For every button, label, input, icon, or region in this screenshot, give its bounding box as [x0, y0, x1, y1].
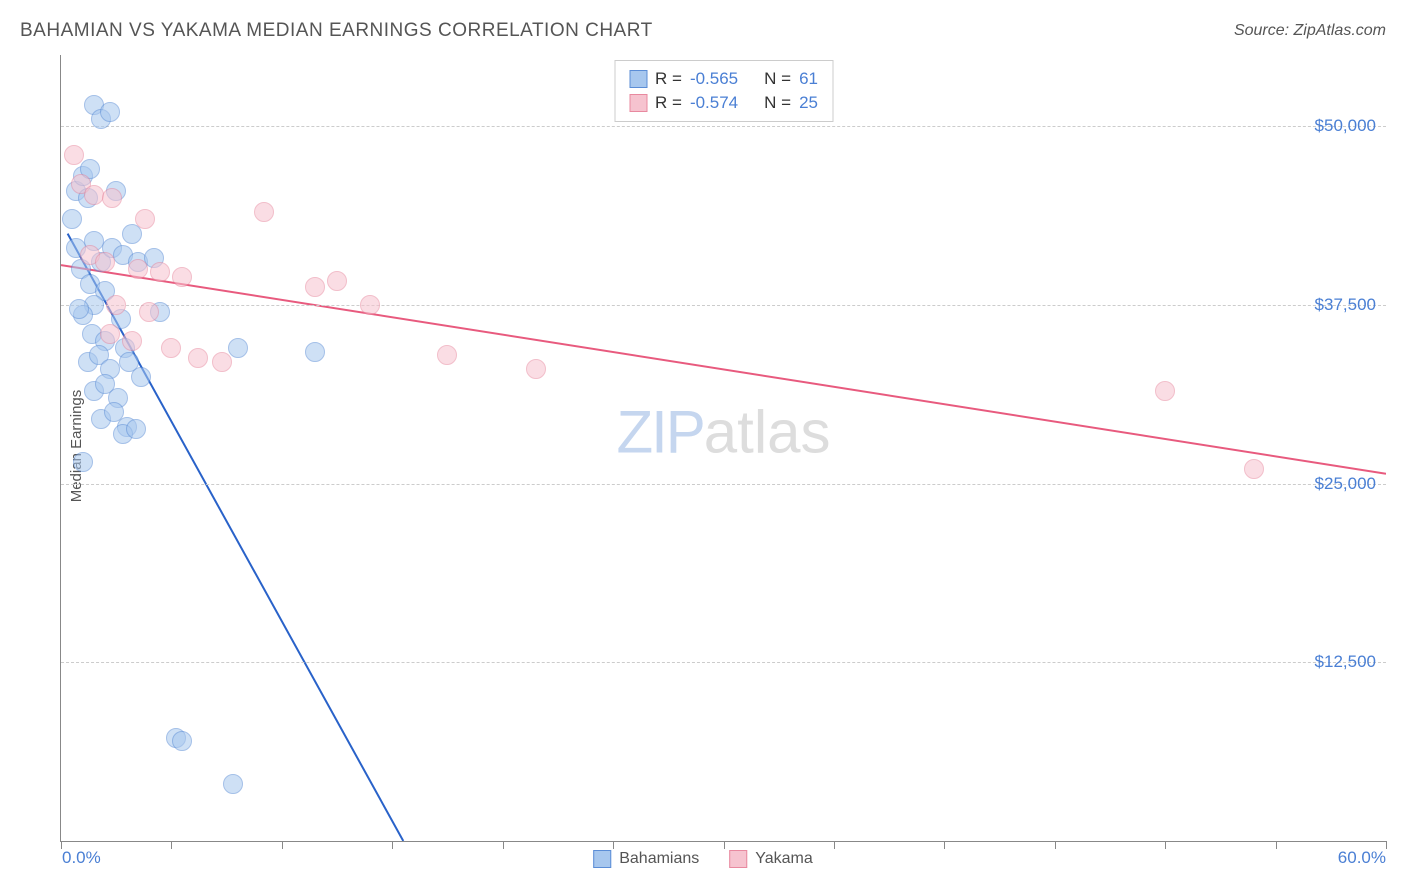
- data-point: [100, 324, 120, 344]
- data-point: [1244, 459, 1264, 479]
- x-tick: [503, 841, 504, 849]
- data-point: [102, 188, 122, 208]
- r-value-yakama: -0.574: [690, 93, 738, 113]
- y-tick-label: $37,500: [1315, 295, 1376, 315]
- data-point: [172, 267, 192, 287]
- swatch-yakama: [729, 850, 747, 868]
- chart-header: BAHAMIAN VS YAKAMA MEDIAN EARNINGS CORRE…: [20, 20, 1386, 42]
- legend-label-bahamians: Bahamians: [619, 850, 699, 868]
- y-tick-label: $50,000: [1315, 116, 1376, 136]
- data-point: [526, 359, 546, 379]
- data-point: [131, 367, 151, 387]
- data-point: [100, 102, 120, 122]
- r-value-bahamians: -0.565: [690, 69, 738, 89]
- x-tick: [834, 841, 835, 849]
- n-value-yakama: 25: [799, 93, 818, 113]
- r-label: R =: [655, 69, 682, 89]
- legend-item-bahamians: Bahamians: [593, 850, 699, 868]
- data-point: [437, 345, 457, 365]
- data-point: [327, 271, 347, 291]
- swatch-yakama: [629, 94, 647, 112]
- x-tick: [392, 841, 393, 849]
- y-tick-label: $12,500: [1315, 652, 1376, 672]
- r-label: R =: [655, 93, 682, 113]
- trendlines-svg: [61, 55, 1386, 841]
- gridline: [61, 305, 1386, 306]
- data-point: [228, 338, 248, 358]
- data-point: [106, 295, 126, 315]
- bottom-legend: Bahamians Yakama: [593, 850, 813, 868]
- data-point: [135, 209, 155, 229]
- swatch-bahamians: [629, 70, 647, 88]
- x-tick: [1055, 841, 1056, 849]
- x-tick: [282, 841, 283, 849]
- legend-item-yakama: Yakama: [729, 850, 813, 868]
- gridline: [61, 662, 1386, 663]
- x-tick: [171, 841, 172, 849]
- source-label: Source: ZipAtlas.com: [1234, 22, 1386, 40]
- x-axis-start-label: 0.0%: [62, 848, 101, 868]
- stats-row-bahamians: R = -0.565 N = 61: [629, 67, 818, 91]
- data-point: [305, 277, 325, 297]
- x-tick: [1386, 841, 1387, 849]
- swatch-bahamians: [593, 850, 611, 868]
- n-label: N =: [764, 69, 791, 89]
- gridline: [61, 126, 1386, 127]
- trendline: [61, 265, 1386, 474]
- watermark: ZIPatlas: [616, 398, 830, 467]
- n-label: N =: [764, 93, 791, 113]
- y-tick-label: $25,000: [1315, 474, 1376, 494]
- x-tick: [1165, 841, 1166, 849]
- data-point: [1155, 381, 1175, 401]
- gridline: [61, 484, 1386, 485]
- stats-legend: R = -0.565 N = 61 R = -0.574 N = 25: [614, 60, 833, 122]
- x-tick: [1276, 841, 1277, 849]
- data-point: [62, 209, 82, 229]
- data-point: [139, 302, 159, 322]
- stats-row-yakama: R = -0.574 N = 25: [629, 91, 818, 115]
- chart-title: BAHAMIAN VS YAKAMA MEDIAN EARNINGS CORRE…: [20, 20, 653, 42]
- watermark-part2: atlas: [704, 399, 831, 466]
- data-point: [150, 262, 170, 282]
- data-point: [172, 731, 192, 751]
- legend-label-yakama: Yakama: [755, 850, 813, 868]
- data-point: [254, 202, 274, 222]
- data-point: [360, 295, 380, 315]
- data-point: [212, 352, 232, 372]
- scatter-plot-area: ZIPatlas R = -0.565 N = 61 R = -0.574 N …: [60, 55, 1386, 842]
- data-point: [188, 348, 208, 368]
- data-point: [122, 331, 142, 351]
- x-axis-end-label: 60.0%: [1338, 848, 1386, 868]
- x-tick: [724, 841, 725, 849]
- data-point: [64, 145, 84, 165]
- data-point: [223, 774, 243, 794]
- data-point: [126, 419, 146, 439]
- data-point: [305, 342, 325, 362]
- data-point: [128, 259, 148, 279]
- n-value-bahamians: 61: [799, 69, 818, 89]
- x-tick: [613, 841, 614, 849]
- data-point: [161, 338, 181, 358]
- data-point: [95, 252, 115, 272]
- x-tick: [944, 841, 945, 849]
- data-point: [73, 452, 93, 472]
- watermark-part1: ZIP: [616, 399, 703, 466]
- data-point: [69, 299, 89, 319]
